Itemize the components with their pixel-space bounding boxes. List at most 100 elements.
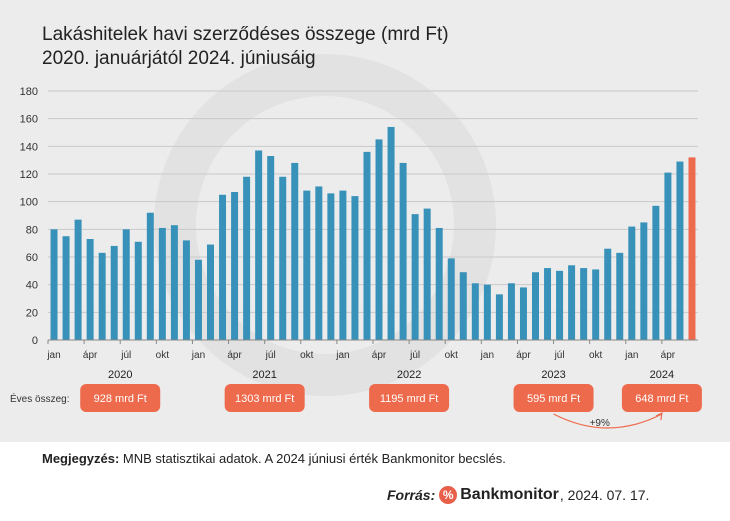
bar <box>640 222 648 340</box>
bar <box>664 172 672 340</box>
annual-total-pill <box>80 384 161 412</box>
bar <box>291 162 299 340</box>
y-tick-label: 140 <box>20 141 38 153</box>
bar <box>616 252 624 340</box>
growth-label: +9% <box>590 418 610 429</box>
bar <box>495 294 503 340</box>
bar <box>471 283 479 340</box>
year-label: 2024 <box>650 369 674 381</box>
bar <box>628 226 636 340</box>
x-tick-label: júl <box>120 350 131 361</box>
annual-total-value: 1195 mrd Ft <box>380 393 439 405</box>
bar <box>279 176 287 340</box>
bar <box>339 190 347 340</box>
year-label: 2022 <box>397 369 421 381</box>
x-tick-label: ápr <box>372 350 387 361</box>
bar-chart: Lakáshitelek havi szerződéses összege (m… <box>10 24 702 429</box>
x-tick-label: okt <box>300 350 314 361</box>
bar <box>74 219 82 340</box>
y-tick-label: 80 <box>26 224 38 236</box>
bar <box>303 190 311 340</box>
x-tick-label: okt <box>156 350 170 361</box>
bar <box>423 208 431 340</box>
annual-total-pill <box>224 384 305 412</box>
y-tick-label: 120 <box>20 169 38 181</box>
bar <box>255 150 263 340</box>
bar <box>267 156 275 340</box>
y-tick-label: 20 <box>26 307 38 319</box>
x-tick-label: jan <box>624 350 638 361</box>
y-tick-label: 0 <box>32 335 38 347</box>
bar <box>231 191 239 340</box>
y-tick-label: 60 <box>26 252 38 264</box>
bar <box>327 193 335 340</box>
annual-total-pill <box>369 384 450 412</box>
growth-arrowhead <box>655 411 663 421</box>
bar <box>435 227 443 340</box>
source-line: Forrás: % Bankmonitor , 2024. 07. 17. <box>387 486 649 504</box>
bar <box>134 241 142 340</box>
bar <box>532 272 539 340</box>
bar <box>399 162 407 340</box>
x-tick-label: okt <box>589 350 603 361</box>
bar <box>219 194 227 340</box>
x-tick-label: jan <box>46 350 60 361</box>
bar <box>62 236 70 340</box>
bar <box>556 270 564 340</box>
bankmonitor-logo-icon: % <box>439 486 458 504</box>
y-tick-label: 100 <box>20 197 38 209</box>
y-tick-label: 160 <box>20 114 38 126</box>
year-label: 2021 <box>252 369 276 381</box>
bar <box>676 161 684 340</box>
chart-title: Lakáshitelek havi szerződéses összege (m… <box>42 24 449 45</box>
bar <box>315 186 323 340</box>
y-tick-label: 180 <box>20 86 38 98</box>
x-tick-label: jan <box>335 350 349 361</box>
growth-arrow <box>553 413 663 429</box>
x-tick-label: júl <box>554 350 565 361</box>
bar <box>483 284 491 340</box>
source-brand: Bankmonitor <box>460 486 559 503</box>
bar <box>351 196 359 340</box>
bar <box>194 259 202 340</box>
bar <box>568 265 576 340</box>
bar <box>110 245 118 340</box>
footnote: Megjegyzés: MNB statisztikai adatok. A 2… <box>42 451 506 466</box>
x-tick-label: júl <box>265 350 276 361</box>
year-label: 2023 <box>541 369 565 381</box>
bar <box>86 239 94 340</box>
bar <box>592 269 600 340</box>
annual-total-pill <box>621 384 702 412</box>
footnote-label: Megjegyzés: <box>42 451 120 466</box>
bar <box>207 244 214 340</box>
annual-total-value: 1303 mrd Ft <box>235 393 294 405</box>
x-tick-label: ápr <box>83 350 98 361</box>
footnote-text: MNB statisztikai adatok. A 2024 júniusi … <box>119 451 506 466</box>
bar <box>122 229 130 340</box>
bar <box>158 227 166 340</box>
annual-total-value: 595 mrd Ft <box>527 393 580 405</box>
x-tick-label: ápr <box>227 350 242 361</box>
bar <box>544 268 552 340</box>
bar <box>580 268 588 340</box>
x-tick-label: ápr <box>516 350 531 361</box>
bar <box>146 212 154 340</box>
bar <box>688 157 696 340</box>
x-tick-label: jan <box>480 350 494 361</box>
bar <box>363 151 371 340</box>
y-tick-label: 40 <box>26 280 38 292</box>
bar <box>447 258 455 340</box>
source-date: , 2024. 07. 17. <box>559 487 650 503</box>
bar <box>50 229 58 340</box>
chart-panel: Lakáshitelek havi szerződéses összege (m… <box>0 0 730 442</box>
x-tick-label: ápr <box>661 350 676 361</box>
bar <box>459 272 467 340</box>
annual-total-value: 648 mrd Ft <box>635 393 688 405</box>
bar <box>507 283 515 340</box>
annual-total-label: Éves összeg: <box>10 392 69 405</box>
bar <box>411 214 419 340</box>
bar <box>98 252 106 340</box>
watermark-ring <box>154 54 496 396</box>
bar <box>170 225 178 340</box>
